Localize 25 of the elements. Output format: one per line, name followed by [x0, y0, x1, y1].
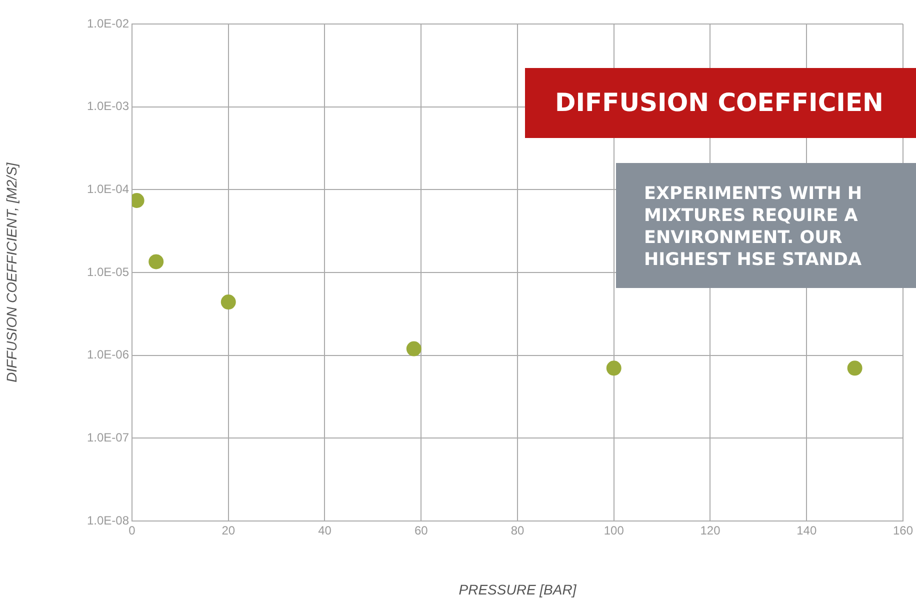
x-tick-label: 40 [318, 524, 332, 538]
y-tick-label: 1.0E-02 [86, 16, 130, 30]
y-tick-label: 1.0E-05 [86, 264, 130, 279]
point [606, 360, 622, 376]
x-tick-label: 120 [700, 524, 721, 538]
point [220, 294, 236, 310]
y-tick-label: 1.0E-04 [86, 182, 130, 196]
text-panel: EXPERIMENTS WITH H MIXTURES REQUIRE A ENVIRONMENT. OUR HIGHEST HSE STANDA [616, 163, 916, 288]
point [847, 360, 862, 376]
point [406, 341, 422, 356]
y-tick-label: 1.0E-07 [86, 430, 130, 444]
x-tick-label: 100 [604, 524, 624, 538]
y-tick-label: 1.0E-08 [86, 513, 130, 528]
y-tick-label: 1.0E-03 [86, 99, 130, 114]
y-tick-label: 1.0E-06 [86, 348, 130, 362]
x-tick-label: 60 [414, 524, 428, 538]
x-tick-label: 0 [128, 524, 136, 538]
point [148, 254, 164, 270]
title-panel: DIFFUSION COEFFICIEN [525, 68, 916, 138]
x-tick-label: 20 [222, 524, 236, 538]
x-tick-label: 140 [796, 524, 817, 538]
x-axis-title: PRESSURE [BAR] [458, 581, 578, 598]
y-axis-title: DIFFUSION COEFFICIENT, [M2/S] [3, 162, 20, 382]
x-tick-label: 160 [892, 524, 914, 538]
x-tick-label: 80 [510, 524, 524, 538]
